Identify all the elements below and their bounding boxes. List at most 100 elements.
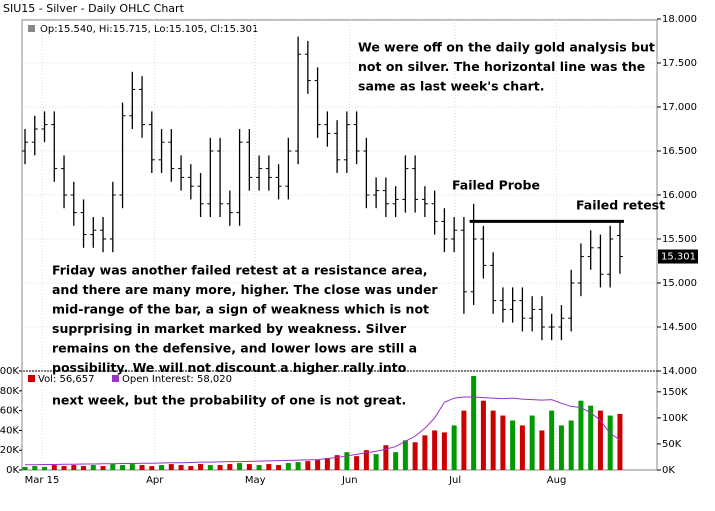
- volume-bar: [315, 460, 321, 470]
- y-tick-label: 17.000: [662, 102, 697, 113]
- y-tick-label: 14.500: [662, 322, 697, 333]
- oi-line: [25, 396, 621, 466]
- annotation: mid-range of the bar, a sign of weakness…: [52, 302, 429, 317]
- annotation: We were off on the daily gold analysis b…: [358, 40, 655, 55]
- volume-bar: [246, 464, 252, 470]
- volume-bar: [500, 415, 506, 470]
- y-tick-label: 100K: [0, 366, 19, 377]
- y-tick-label: 15.500: [662, 234, 697, 245]
- y2-tick-label: 50K: [662, 439, 682, 450]
- volume-bar: [324, 458, 330, 470]
- volume-bar: [412, 442, 418, 470]
- volume-bar: [90, 465, 96, 470]
- volume-bar: [480, 400, 486, 470]
- y-tick-label: 20K: [0, 445, 19, 456]
- volume-bar: [237, 463, 243, 470]
- chart-title: SIU15 - Silver - Daily OHLC Chart: [3, 2, 185, 15]
- y-tick-label: 0K: [6, 465, 19, 476]
- volume-bar: [120, 465, 126, 470]
- volume-bar: [266, 464, 272, 470]
- volume-bar: [295, 462, 301, 470]
- x-tick-label: Mar 15: [25, 475, 60, 486]
- volume-bar: [422, 435, 428, 470]
- volume-bar: [305, 461, 311, 470]
- annotation: remains on the defensive, and lower lows…: [52, 341, 417, 356]
- last-price-box: [658, 249, 698, 264]
- volume-bar: [207, 465, 213, 470]
- y-tick-label: 16.000: [662, 190, 697, 201]
- ohlc-legend: Op:15.540, Hi:15.715, Lo:15.105, Cl:15.3…: [40, 24, 258, 35]
- volume-bar: [461, 410, 467, 470]
- x-tick-label: Apr: [146, 475, 164, 486]
- annotation: suprprising in market marked by weakness…: [52, 321, 407, 336]
- x-tick-label: Jul: [448, 475, 461, 486]
- volume-bar: [597, 410, 603, 470]
- y2-tick-label: 150K: [662, 387, 688, 398]
- legend-swatch: [28, 25, 35, 32]
- volume-bar: [198, 464, 204, 470]
- volume-bar: [402, 440, 408, 470]
- volume-bar: [490, 410, 496, 470]
- y2-tick-label: 0K: [662, 465, 675, 476]
- volume-bar: [393, 452, 399, 470]
- x-tick-label: May: [245, 475, 266, 486]
- volume-bar: [51, 465, 57, 470]
- volume-bar: [344, 452, 350, 470]
- volume-bar: [558, 425, 564, 470]
- y-tick-label: 60K: [0, 406, 19, 417]
- legend-label: Open Interest: 58,020: [122, 374, 232, 385]
- volume-bar: [32, 466, 38, 470]
- volume-bar: [471, 375, 477, 470]
- volume-bar: [510, 420, 516, 470]
- volume-bar: [354, 456, 360, 470]
- x-tick-label: Jun: [341, 475, 358, 486]
- volume-bar: [227, 464, 233, 470]
- y-tick-label: 14.000: [662, 366, 697, 377]
- annotation: not on silver. The horizontal line was t…: [358, 59, 645, 74]
- volume-bar: [363, 450, 369, 470]
- volume-bar: [334, 455, 340, 470]
- legend-label: Vol: 56,657: [38, 374, 95, 385]
- y2-tick-label: 100K: [662, 413, 688, 424]
- volume-bar: [539, 430, 545, 470]
- legend-swatch: [112, 375, 119, 382]
- annotation: Failed Probe: [452, 178, 540, 193]
- annotation: and there are many more, higher. The clo…: [52, 282, 438, 297]
- volume-bar: [519, 425, 525, 470]
- volume-bar: [42, 467, 48, 470]
- volume-bar: [61, 466, 67, 470]
- volume-bar: [373, 454, 379, 470]
- y-tick-label: 18.000: [662, 14, 697, 25]
- volume-bar: [188, 466, 194, 470]
- volume-bar: [285, 463, 291, 470]
- volume-bar: [81, 466, 87, 470]
- volume-bar: [383, 445, 389, 470]
- volume-bar: [588, 405, 594, 470]
- volume-bar: [217, 465, 223, 470]
- volume-bar: [129, 464, 135, 470]
- volume-bar: [607, 415, 613, 470]
- y-tick-label: 16.500: [662, 146, 697, 157]
- x-tick-label: Aug: [547, 475, 567, 486]
- last-price-label: 15.301: [661, 252, 696, 263]
- volume-bar: [578, 400, 584, 470]
- volume-bar: [149, 466, 155, 470]
- annotation: possibility. We will not discount a high…: [52, 360, 407, 375]
- volume-bar: [168, 464, 174, 470]
- volume-bar: [256, 465, 262, 470]
- volume-bar: [451, 425, 457, 470]
- volume-bar: [276, 465, 282, 470]
- volume-bar: [71, 465, 77, 470]
- annotation: next week, but the probability of one is…: [52, 393, 406, 408]
- y-tick-label: 15.000: [662, 278, 697, 289]
- volume-bar: [432, 430, 438, 470]
- volume-bar: [139, 465, 145, 470]
- y-tick-label: 80K: [0, 386, 19, 397]
- volume-bar: [22, 467, 28, 470]
- y-tick-label: 40K: [0, 425, 19, 436]
- volume-bar: [178, 465, 184, 470]
- annotation: Friday was another failed retest at a re…: [52, 263, 428, 278]
- y-tick-label: 17.500: [662, 58, 697, 69]
- volume-bar: [110, 464, 116, 470]
